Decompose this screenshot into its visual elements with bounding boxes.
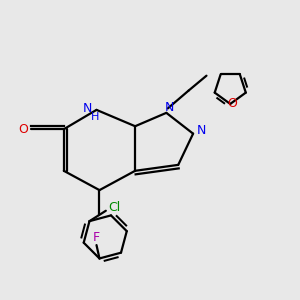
Text: N: N	[165, 101, 175, 114]
Text: O: O	[227, 98, 237, 110]
Text: N: N	[83, 102, 92, 115]
Text: N: N	[197, 124, 206, 137]
Text: F: F	[92, 231, 100, 244]
Text: Cl: Cl	[109, 201, 121, 214]
Text: O: O	[19, 123, 28, 136]
Text: H: H	[91, 112, 99, 122]
